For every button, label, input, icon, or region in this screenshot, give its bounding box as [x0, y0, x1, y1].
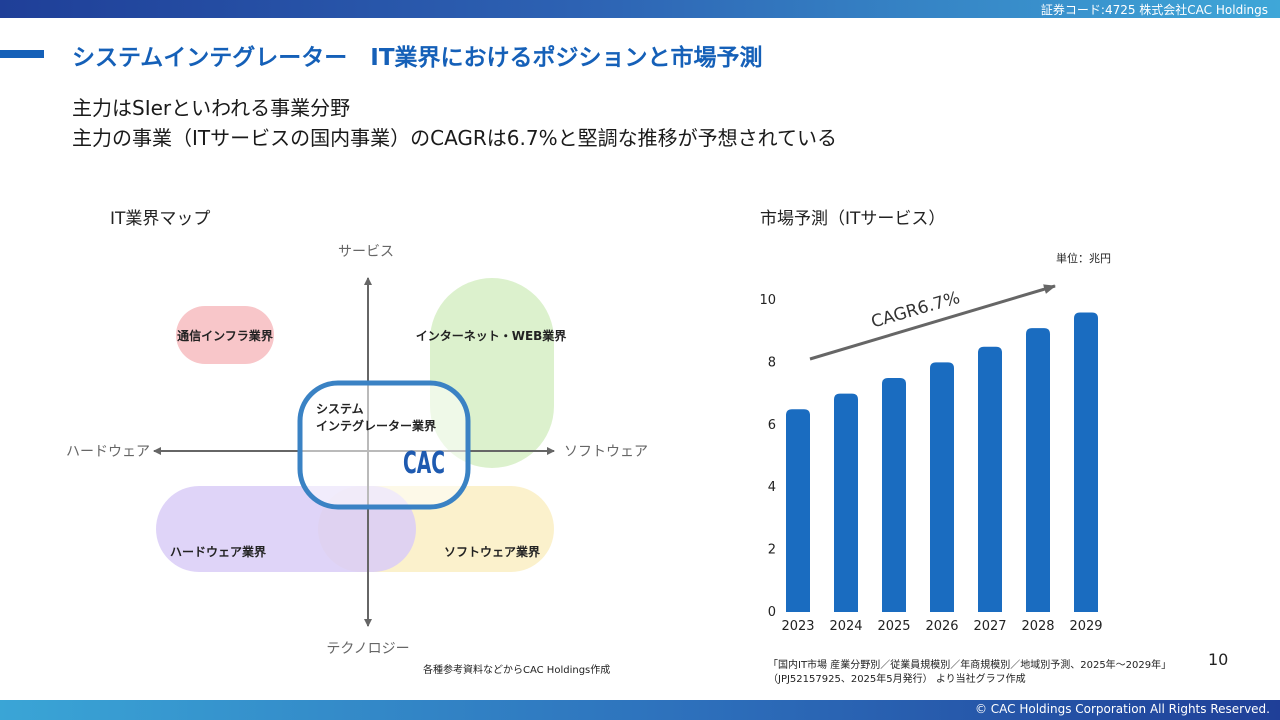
market-source-line-2: （JPJ52157925、2025年5月発行） より当社グラフ作成 [768, 674, 1026, 685]
x-tick-label: 2024 [829, 619, 862, 634]
page-title: システムインテグレーター IT業界におけるポジションと市場予測 [72, 45, 763, 71]
telecom-industry-blob [176, 306, 274, 364]
market-bar-chart: 単位：兆円 CAGR6.7% 0 2 4 6 8 10 2023 2024 2025 2026 2… [759, 251, 1111, 634]
page-number: 10 [1208, 650, 1229, 669]
bottom-bar: © CAC Holdings Corporation All Rights Re… [0, 700, 1280, 720]
telecom-label: 通信インフラ業界 [177, 328, 273, 343]
bar-2024 [834, 393, 858, 612]
cac-logo: CAC [403, 446, 445, 481]
software-label: ソフトウェア業界 [444, 544, 540, 559]
lead-line-2: 主力の事業（ITサービスの国内事業）のCAGRは6.7%と堅調な推移が予想されて… [72, 126, 838, 150]
top-bar: 証券コード:4725 株式会社CAC Holdings [0, 0, 1280, 18]
map-section-title: IT業界マップ [110, 209, 211, 229]
market-source-line-1: 「国内IT市場 産業分野別／従業員規模別／年商規模別／地域別予測、2025年～2… [768, 660, 1172, 671]
bar-2029 [1074, 312, 1098, 612]
si-label-line1: システム [316, 402, 364, 416]
bar-2027 [978, 346, 1002, 612]
map-source-note: 各種参考資料などからCAC Holdings作成 [423, 665, 611, 676]
cagr-label: CAGR6.7% [869, 288, 962, 332]
y-tick-label: 0 [768, 605, 776, 620]
axis-label-top: サービス [338, 244, 394, 260]
x-tick-label: 2027 [973, 619, 1006, 634]
unit-label: 単位：兆円 [1056, 251, 1111, 265]
bar-2025 [882, 378, 906, 612]
copyright: © CAC Holdings Corporation All Rights Re… [974, 702, 1270, 716]
bar-2028 [1026, 328, 1050, 612]
x-tick-label: 2029 [1069, 619, 1102, 634]
bar-2026 [930, 362, 954, 612]
y-tick-label: 2 [768, 543, 776, 558]
y-tick-label: 4 [768, 480, 776, 495]
industry-map: サービス テクノロジー ハードウェア ソフトウェア 通信インフラ業界 インターネ… [66, 244, 648, 657]
axis-label-right: ソフトウェア [564, 444, 648, 460]
hardware-label: ハードウェア業界 [170, 544, 266, 559]
axis-label-left: ハードウェア [66, 444, 150, 460]
cagr-arrow [809, 284, 1056, 361]
bar-2023 [786, 409, 810, 612]
y-tick-label: 8 [768, 355, 776, 370]
stock-code: 証券コード:4725 株式会社CAC Holdings [1040, 3, 1268, 17]
x-tick-label: 2025 [877, 619, 910, 634]
y-tick-label: 10 [759, 293, 776, 308]
si-industry-box [297, 380, 471, 510]
axis-label-bottom: テクノロジー [326, 641, 409, 657]
si-label-line2: インテグレーター業界 [316, 418, 436, 433]
internet-label: インターネット・WEB業界 [416, 328, 567, 343]
x-tick-label: 2026 [925, 619, 958, 634]
lead-line-1: 主力はSIerといわれる事業分野 [72, 96, 351, 120]
title-accent-bar [0, 50, 44, 58]
y-tick-label: 6 [768, 418, 776, 433]
x-tick-label: 2028 [1021, 619, 1054, 634]
x-tick-label: 2023 [781, 619, 814, 634]
market-section-title: 市場予測（ITサービス） [760, 209, 946, 229]
